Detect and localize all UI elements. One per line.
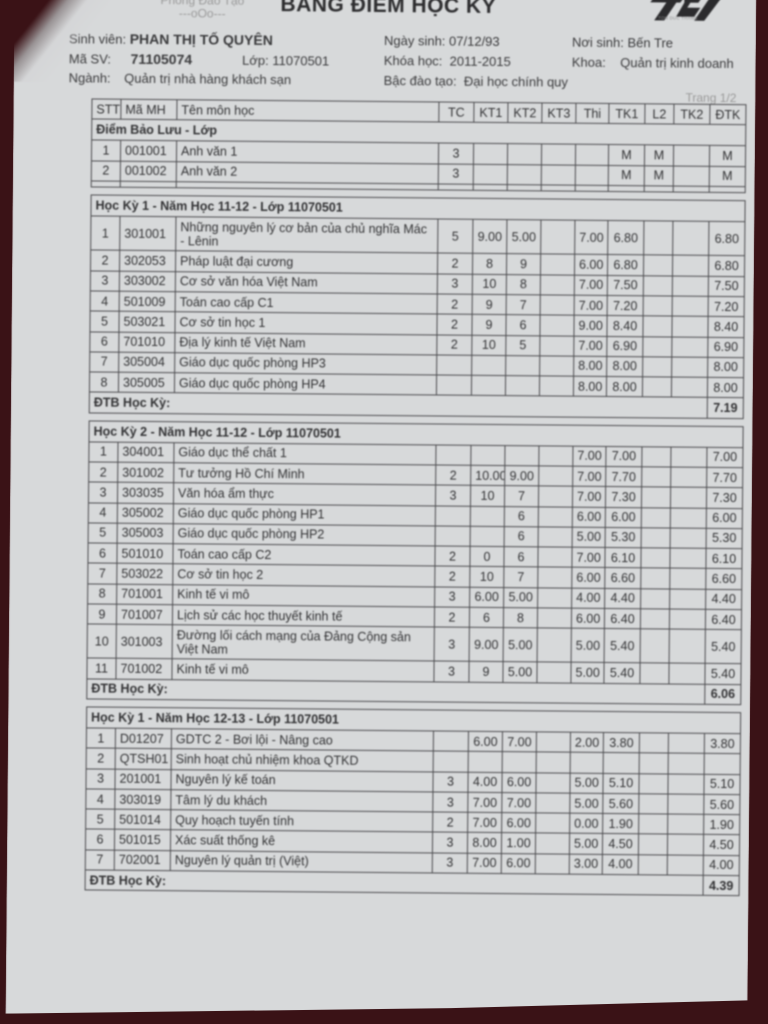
- svg-text:TON DUC THANG: TON DUC THANG: [658, 15, 698, 20]
